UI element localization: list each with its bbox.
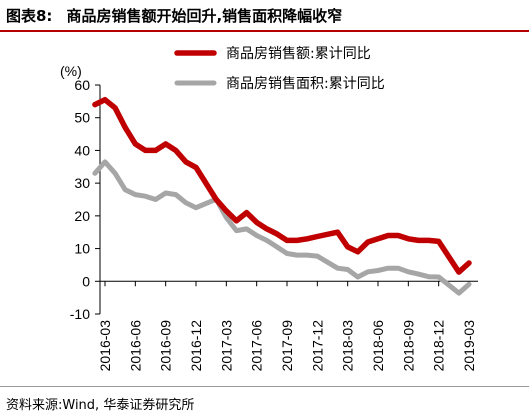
series-line xyxy=(92,159,472,296)
y-tick-label: 30 xyxy=(74,175,90,191)
source-note: 资料来源:Wind, 华泰证券研究所 xyxy=(6,398,195,413)
footer-divider xyxy=(0,386,529,387)
x-tick-label: 2016-06 xyxy=(127,320,143,372)
x-tick-label: 2018-12 xyxy=(431,320,447,372)
x-tick-label: 2018-03 xyxy=(340,320,356,372)
chart-header: 图表8: 商品房销售额开始回升,销售面积降幅收窄 xyxy=(6,0,525,30)
line-chart: -10 0 10 20 30 40 50 60(%) 2016-03 2016-06 2016-09… xyxy=(60,46,478,371)
series-line xyxy=(92,96,472,275)
x-tick-label: 2017-12 xyxy=(309,320,325,372)
figure-label: 图表8: xyxy=(6,6,53,25)
y-tick-label: 50 xyxy=(74,110,90,126)
y-tick-label: 20 xyxy=(74,208,90,224)
chart-series xyxy=(92,96,472,296)
x-tick-label: 2016-12 xyxy=(188,320,204,372)
chart-axes: -10 0 10 20 30 40 50 60(%) 2016-03 2016-06 2016-09… xyxy=(60,63,478,371)
legend-label: 商品房销售额:累计同比 xyxy=(226,46,371,62)
x-tick-label: 2018-06 xyxy=(370,320,386,372)
x-tick-label: 2016-03 xyxy=(97,320,113,372)
x-tick-label: 2016-09 xyxy=(158,320,174,372)
chart-title: 商品房销售额开始回升,销售面积降幅收窄 xyxy=(66,6,343,25)
title-underline xyxy=(0,30,529,32)
legend-label: 商品房销售面积:累计同比 xyxy=(226,76,385,92)
x-tick-label: 2017-09 xyxy=(279,320,295,372)
y-axis-label: (%) xyxy=(60,63,82,79)
y-tick-label: 0 xyxy=(82,273,90,289)
x-tick-label: 2018-09 xyxy=(400,320,416,372)
y-tick-label: -10 xyxy=(70,306,90,322)
y-tick-label: 60 xyxy=(74,77,90,93)
x-tick-label: 2019-03 xyxy=(461,320,477,372)
y-tick-label: 40 xyxy=(74,142,90,158)
y-tick-label: 10 xyxy=(74,241,90,257)
x-tick-label: 2017-06 xyxy=(249,320,265,372)
x-tick-label: 2017-03 xyxy=(218,320,234,372)
